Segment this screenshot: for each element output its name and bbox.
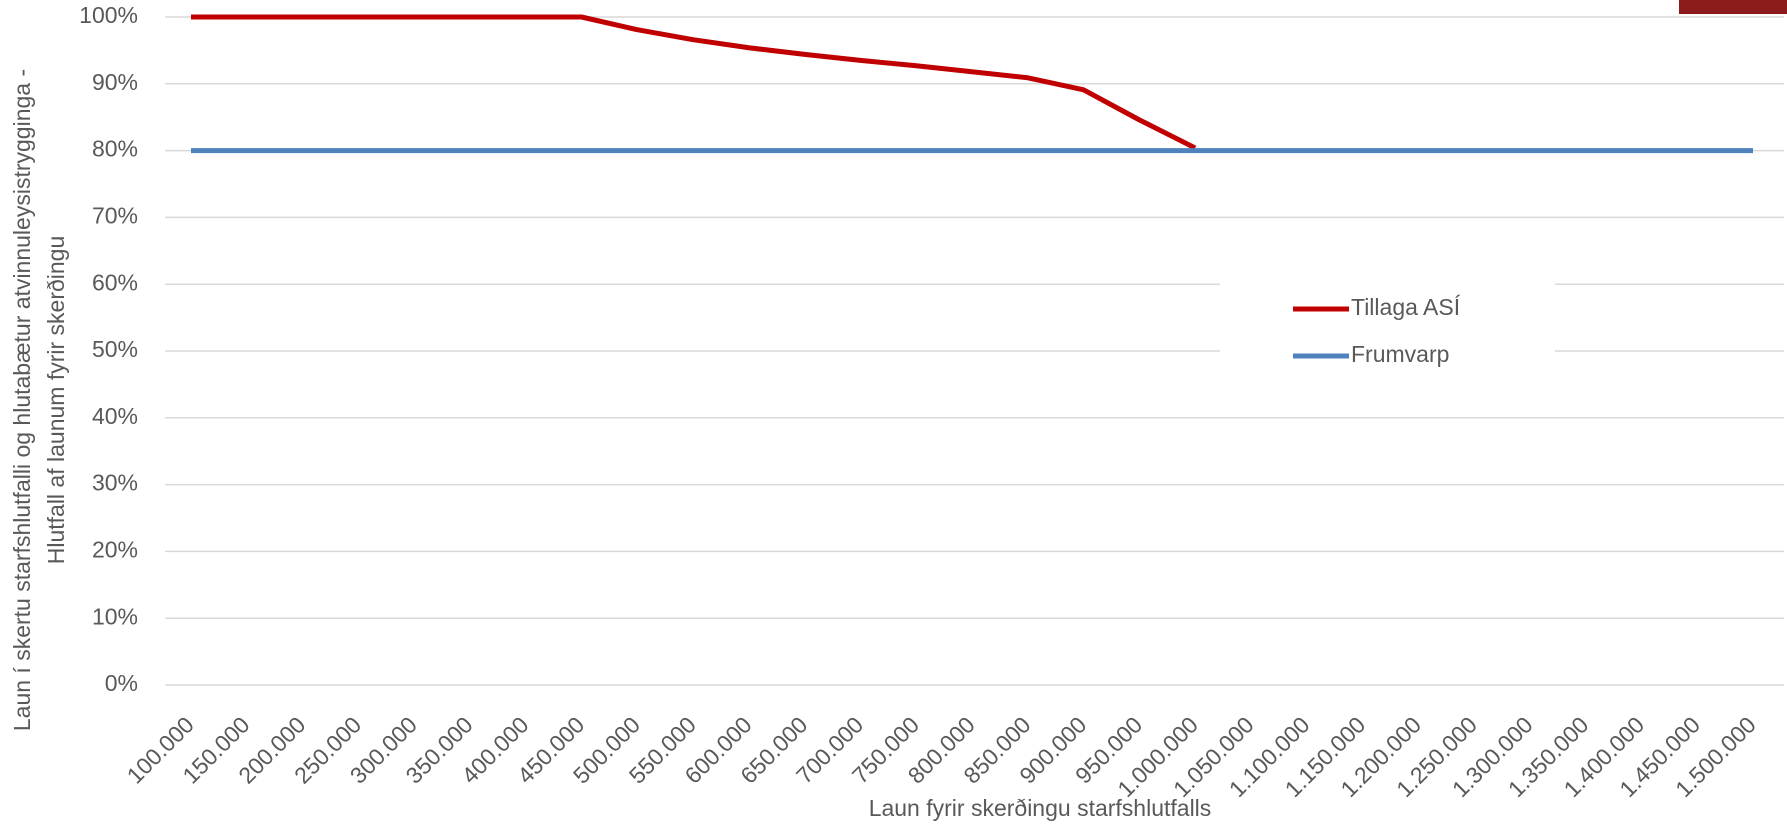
y-axis-title-line: Laun í skertu starfshlutfalli og hlutabæ…: [9, 69, 35, 731]
y-tick-label: 20%: [92, 536, 138, 562]
y-tick-label: 40%: [92, 403, 138, 429]
y-tick-label: 50%: [92, 336, 138, 362]
y-tick-label: 10%: [92, 603, 138, 629]
line-series: [191, 14, 1197, 151]
legend-box: [1220, 280, 1555, 370]
y-axis-title: Laun í skertu starfshlutfalli og hlutabæ…: [9, 69, 69, 731]
corner-block: [1679, 0, 1787, 14]
y-tick-label: 70%: [92, 202, 138, 228]
y-tick-label: 100%: [79, 2, 138, 28]
y-tick-label: 30%: [92, 470, 138, 496]
y-tick-label: 80%: [92, 136, 138, 162]
legend-label: Frumvarp: [1351, 341, 1449, 367]
y-tick-label: 0%: [105, 670, 138, 696]
x-axis-title: Laun fyrir skerðingu starfshlutfalls: [869, 795, 1212, 821]
y-axis-title-line: Hlutfall af launum fyrir skerðingu: [43, 236, 69, 565]
y-tick-label: 90%: [92, 69, 138, 95]
legend-label: Tillaga ASÍ: [1351, 294, 1461, 320]
y-tick-label: 60%: [92, 269, 138, 295]
